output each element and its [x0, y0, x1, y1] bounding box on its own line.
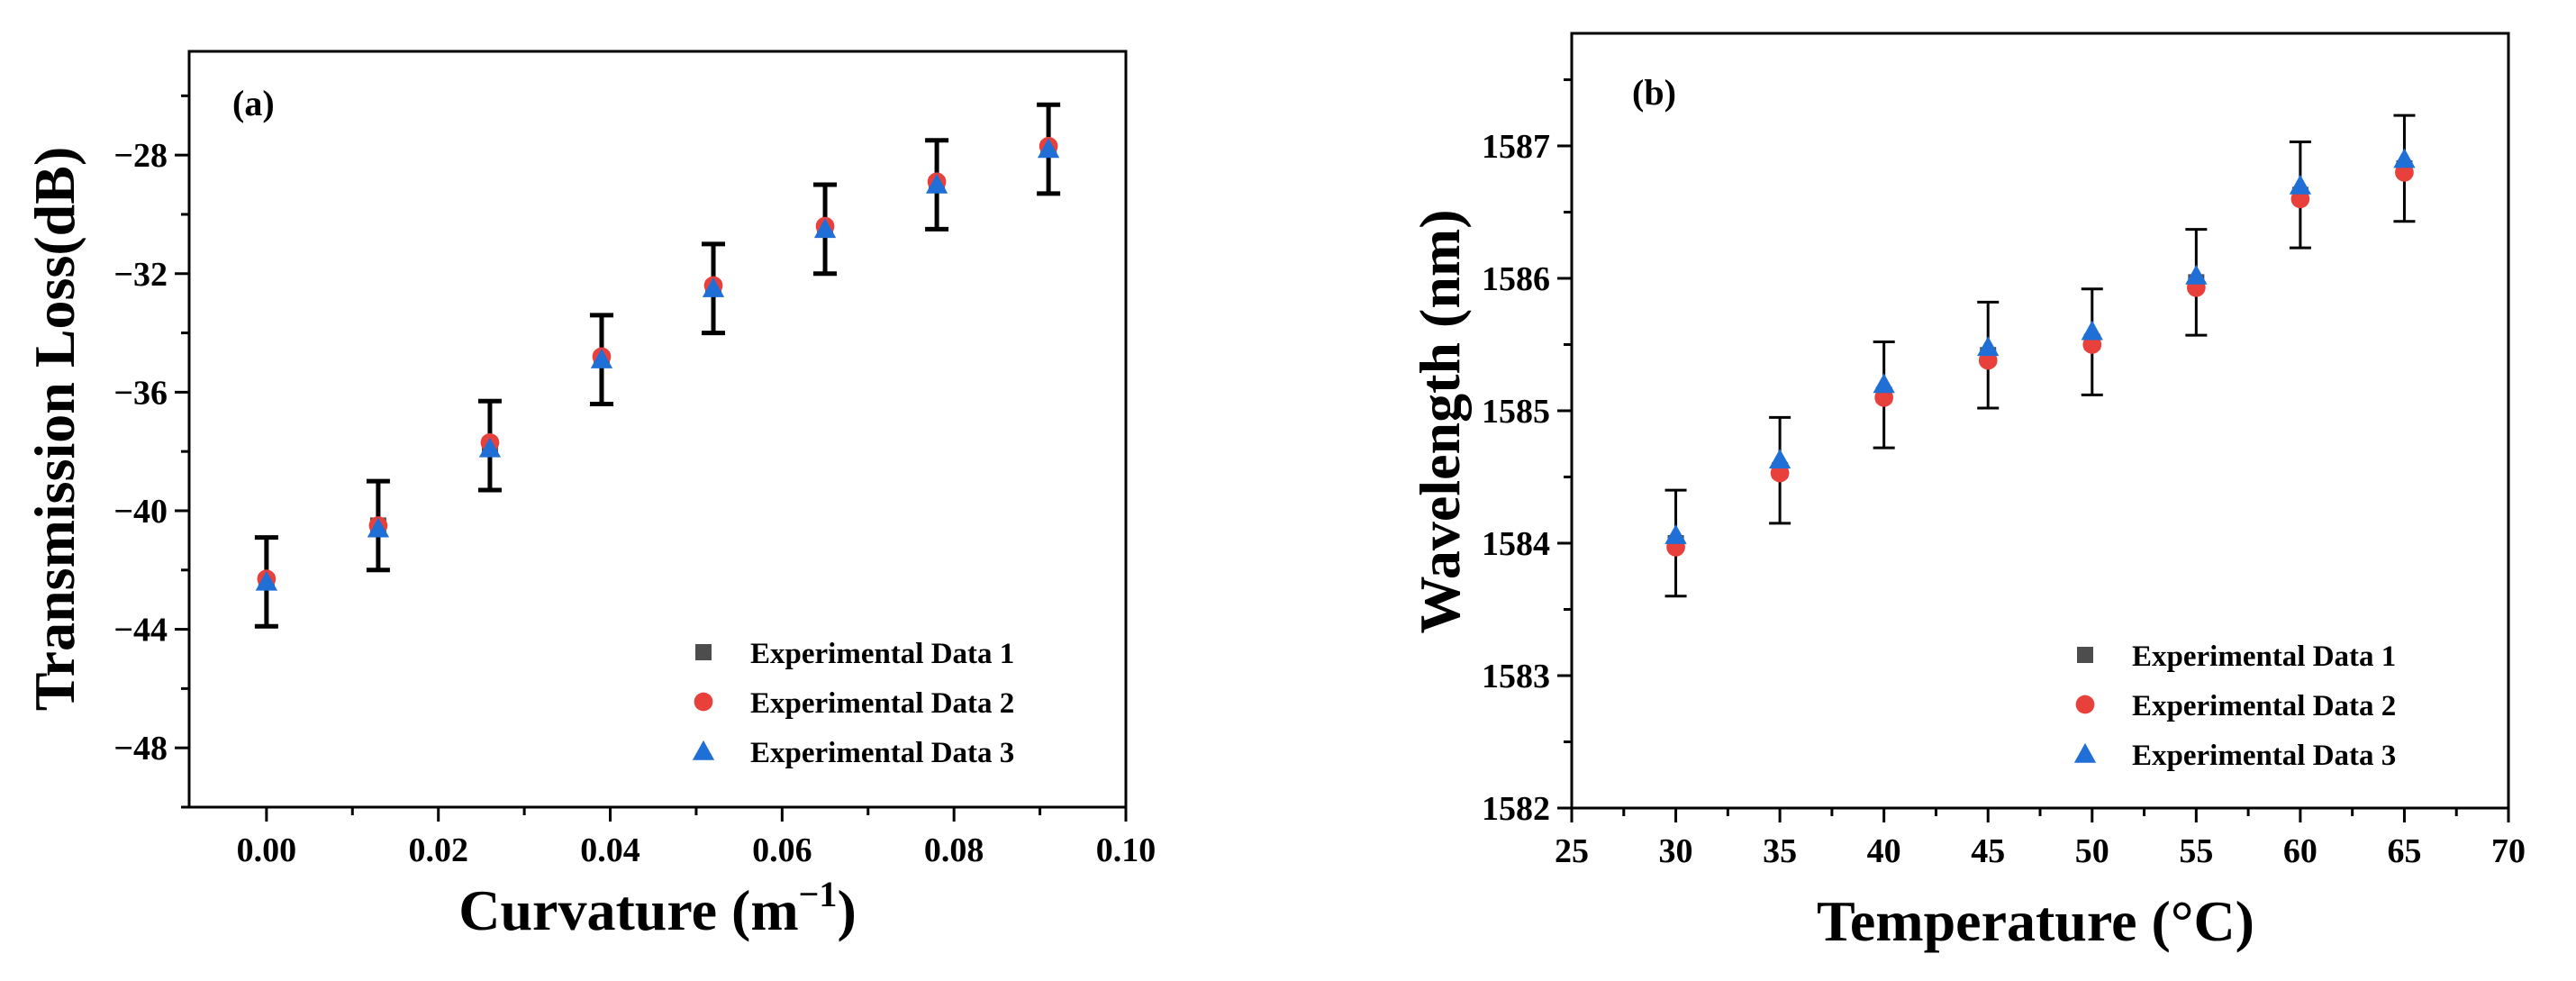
panel-a-x-tick-label: 0.10 — [1096, 831, 1156, 869]
panel-b-y-tick-label: 1583 — [1482, 658, 1550, 695]
panel-b-chart: 25 30 35 40 45 50 55 60 65 70 1582 1583 1584 1585 1586… — [1408, 32, 2526, 953]
panel-b-point-series-3 — [2393, 148, 2416, 168]
panel-a-y-tick-label: −48 — [113, 730, 168, 768]
panel-a-point-series-3 — [702, 277, 725, 297]
panel-a-legend: Experimental Data 1 Experimental Data 2 Ex… — [692, 638, 1014, 769]
panel-b-legend: Experimental Data 1 Experimental Data 2 Ex… — [2073, 640, 2396, 772]
panel-b-point-series-3 — [1664, 524, 1687, 544]
panel-b-point-series-3 — [1873, 373, 1895, 394]
panel-a-legend-marker-2 — [694, 692, 713, 712]
panel-a-y-tick-label: −28 — [113, 137, 168, 175]
panel-b-x-tick-label: 55 — [2179, 832, 2213, 870]
panel-b-y-tick-label: 1586 — [1482, 260, 1550, 298]
panel-b-y-axis-title: Wavelength (nm) — [1408, 209, 1472, 633]
panel-b-y-tick-label: 1587 — [1482, 128, 1550, 166]
panel-a-y-axis-title: Transmission Loss(dB) — [23, 147, 86, 712]
panel-a-y-tick-label: −44 — [113, 612, 168, 649]
panel-a-point-series-3 — [590, 349, 613, 368]
panel-b-x-tick-label: 25 — [1555, 832, 1589, 870]
panel-b-legend-marker-2 — [2075, 695, 2095, 714]
panel-b-legend-marker-1 — [2077, 647, 2093, 663]
panel-b-point-series-3 — [2289, 174, 2312, 195]
panel-b-x-tick-label: 60 — [2283, 832, 2317, 870]
panel-a-point-series-3 — [925, 173, 948, 194]
panel-a-legend-label-3: Experimental Data 3 — [750, 737, 1014, 769]
panel-a-point-series-3 — [1037, 138, 1060, 159]
panel-a-legend-marker-1 — [695, 644, 712, 660]
panel-b-point-series-3 — [2185, 264, 2208, 285]
panel-b-legend-label-1: Experimental Data 1 — [2132, 640, 2396, 673]
panel-b-y-tick-label: 1584 — [1482, 525, 1550, 563]
panel-b-x-axis-title: Temperature (°C) — [1817, 889, 2254, 953]
panel-a-point-series-3 — [478, 437, 502, 458]
panel-b-label: (b) — [1632, 72, 1676, 113]
panel-b-marks: 25 30 35 40 45 50 55 60 65 70 1582 1583 1584 1585 1586… — [1482, 77, 2526, 870]
panel-a-legend-label-2: Experimental Data 2 — [750, 687, 1014, 720]
panel-b-legend-label-3: Experimental Data 3 — [2132, 740, 2396, 772]
panel-b-x-tick-label: 45 — [1971, 832, 2005, 870]
panel-a-x-tick-label: 0.04 — [580, 831, 640, 869]
panel-a-chart: 0.00 0.02 0.04 0.06 0.08 0.10 −48 −44 −40 −36 −32 −… — [23, 50, 1156, 942]
panel-b-legend-marker-3 — [2073, 742, 2097, 763]
panel-b-point-series-3 — [1768, 449, 1791, 469]
panel-b-y-tick-label: 1582 — [1482, 790, 1550, 828]
panel-a-point-series-3 — [255, 570, 278, 591]
panel-a-x-tick-label: 0.08 — [924, 831, 984, 869]
panel-b-x-tick-label: 70 — [2491, 832, 2526, 870]
panel-a-marks: 0.00 0.02 0.04 0.06 0.08 0.10 −48 −44 −40 −36 −32 −… — [113, 94, 1156, 869]
panel-b-y-tick-label: 1585 — [1482, 393, 1550, 431]
panel-a-point-series-3 — [367, 517, 390, 538]
panel-a-legend-label-1: Experimental Data 1 — [750, 638, 1014, 670]
panel-a-y-tick-label: −32 — [113, 256, 168, 294]
panel-b-x-tick-label: 40 — [1867, 832, 1901, 870]
panel-b-x-tick-label: 35 — [1763, 832, 1797, 870]
panel-a-x-tick-label: 0.00 — [237, 831, 297, 869]
panel-a-plot-frame — [187, 50, 1128, 809]
panel-a-legend-marker-3 — [692, 740, 715, 760]
panel-b-point-series-3 — [2081, 320, 2103, 341]
panel-b-point-series-3 — [1977, 336, 2000, 357]
panel-b-legend-label-2: Experimental Data 2 — [2132, 690, 2396, 722]
panel-a-label: (a) — [232, 83, 275, 123]
panel-a-point-series-3 — [813, 218, 837, 239]
panel-b-x-tick-label: 30 — [1659, 832, 1693, 870]
panel-a-x-tick-label: 0.02 — [408, 831, 468, 869]
panel-a-y-tick-label: −40 — [113, 493, 168, 531]
panel-a-y-tick-label: −36 — [113, 374, 168, 412]
panel-b-x-tick-label: 65 — [2387, 832, 2421, 870]
panel-a-x-tick-label: 0.06 — [752, 831, 812, 869]
panel-b-x-tick-label: 50 — [2075, 832, 2109, 870]
panel-a-x-axis-title: Curvature (m−1) — [458, 874, 857, 942]
